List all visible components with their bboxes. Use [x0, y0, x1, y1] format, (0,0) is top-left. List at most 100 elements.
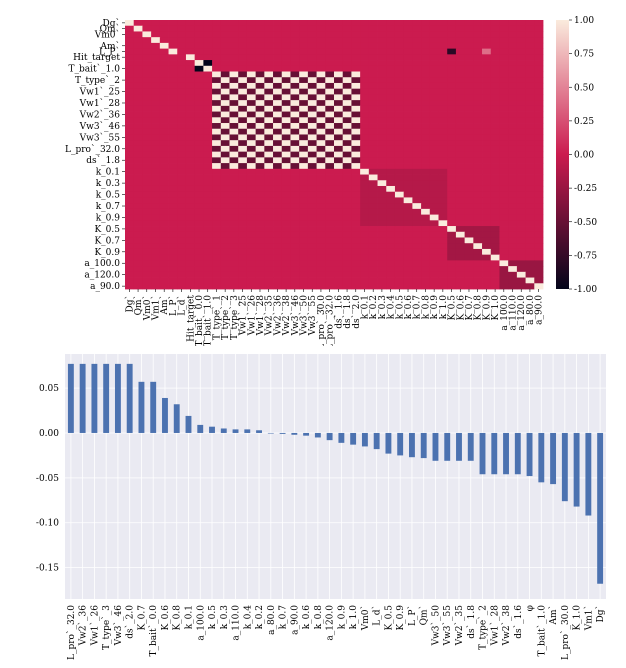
heatmap-cell-vw3-46-k-0-2: [368, 123, 378, 130]
heatmap-cell-k-0-7-vw2-38: [281, 203, 291, 210]
heatmap-cell-k-0-1-a-110-0: [508, 168, 518, 175]
heatmap-cell-l-pro-30-0-ds-2-0: [351, 140, 361, 147]
heatmap-cell-k-0-8-ds-2-0: [351, 208, 361, 215]
heatmap-cell-k-0-6-hit-target: [185, 197, 196, 204]
bar-x-tick-ds-2-0: ds`_2.0: [125, 605, 136, 639]
heatmap-cell-k-0-4-ds-1-6: [334, 185, 344, 193]
heatmap-cell-ds-2-0-k-0-5: [447, 163, 457, 170]
heatmap-cell-am-k-0-8: [473, 42, 483, 50]
heatmap-cell-hit-target-t-bait-1-0: [203, 54, 213, 61]
heatmap-cell-k-1-0-am: [159, 254, 169, 261]
heatmap-cell-t-type-3-k-0-3: [377, 82, 387, 90]
heatmap-cell-k-0-8-k-1-0: [438, 208, 448, 215]
heatmap-cell-vw1-28-k-0-5: [447, 100, 457, 107]
colorbar-tick-0-00: 0.00: [574, 151, 594, 161]
heatmap-cell-vw3-46-k-0-7: [412, 123, 422, 130]
heatmap-cell-a-120-0-k-0-3: [377, 271, 387, 278]
heatmap-cell-vw1-28-k-0-7: [412, 100, 422, 107]
bar-k-0-5: [209, 426, 215, 433]
heatmap-cell-ds-2-0-t-bait-1-0: [203, 163, 213, 170]
bar-x-tick-k-0-3: k_0.3: [220, 605, 230, 630]
heatmap-cell-k-0-9-t-bait-1-0: [203, 248, 213, 256]
heatmap-cell-k-0-3-vw3-55: [307, 180, 317, 187]
heatmap-cell-t-bait-1-0-vm0: [142, 65, 152, 72]
heatmap-cell-t-bait-0-0-k-0-1: [360, 60, 370, 67]
heatmap-cell-ds-1-8-k-0-3: [377, 157, 387, 164]
heatmap-cell-t-type-3-t-bait-1-0: [203, 82, 213, 90]
colorbar-ticks: 1.000.750.500.250.00-0.25-0.50-0.75-1.00: [569, 16, 597, 295]
heatmap-cell-k-0-5-a-110-0: [508, 191, 518, 198]
heatmap-cell-k-0-1-vw3-55: [307, 168, 317, 175]
heatmap-cell-k-1-0-ds-1-6: [334, 220, 344, 227]
heatmap-cell-dg-a-80-0: [525, 20, 535, 27]
heatmap-cell-ds-1-8-a-90-0: [534, 157, 544, 164]
heatmap-cell-k-0-8-t-type-2: [220, 208, 230, 215]
heatmap-cell-t-type-3-k-0-6: [403, 82, 413, 90]
heatmap-cell-vw1-26-dg: [125, 94, 135, 101]
heatmap-cell-vm0-vw2-38: [281, 31, 291, 38]
heatmap-cell-k-0-9-vw3-55: [307, 214, 317, 221]
heatmap-cell-k-0-5-l-p: [168, 226, 178, 233]
heatmap-cell-k-0-6-k-1-0: [438, 231, 448, 238]
heatmap-cell-ds-1-6-k-0-7: [464, 151, 474, 158]
heatmap-cell-k-0-8-ds-1-6: [334, 208, 344, 215]
heatmap-cell-vw2-36-am: [159, 111, 169, 118]
heatmap-cell-a-90-0-l-d: [177, 283, 187, 290]
heatmap-x-tick-ds-1-8: ds`_1.8: [342, 295, 353, 329]
heatmap-cell-qm-k-0-3: [377, 25, 387, 32]
heatmap-cell-ds-2-0-l-d: [177, 163, 187, 170]
heatmap-cell-ds-1-6-vm0: [142, 151, 152, 158]
bar-x-tick-a-90-0: a_90.0: [290, 605, 300, 635]
heatmap-cell-vm1-qm: [133, 37, 143, 44]
heatmap-cell-vw3-46-vw3-55: [307, 123, 317, 130]
heatmap-cell-t-bait-0-0-k-0-3: [377, 60, 387, 67]
heatmap-cell-l-p-ds-1-8: [342, 48, 352, 55]
heatmap-cell-qm-t-type-2: [220, 25, 230, 32]
heatmap-cell-k-0-8-k-0-6: [403, 243, 413, 250]
heatmap-cell-vm1-l-p: [168, 37, 178, 44]
heatmap-cell-l-pro-30-0-k-1-0: [438, 140, 448, 147]
heatmap-cell-k-0-5-k-0-6: [455, 226, 466, 233]
heatmap-cell-t-type-3-k-0-5: [447, 82, 457, 90]
heatmap-cell-vw2-35-k-1-0: [438, 105, 448, 112]
heatmap-cell-vw3-55-l-d: [177, 134, 187, 141]
heatmap-cell-l-pro-32-0-l-pro-30-0: [316, 145, 326, 153]
heatmap-cell-k-0-4-vw3-55: [307, 185, 317, 193]
heatmap-cell-l-pro-30-0-vw2-36: [273, 140, 283, 147]
heatmap-cell-l-pro-32-0-ds-1-6: [334, 145, 344, 153]
heatmap-cell-k-0-4-a-120-0: [516, 185, 526, 193]
heatmap-cell-vm1-vm1: [151, 37, 161, 44]
heatmap-cell-k-0-1-ds-2-0: [351, 168, 361, 175]
heatmap-cell-l-pro-30-0-t-type-1: [212, 140, 222, 147]
heatmap-cell-k-0-5-vw2-35: [264, 191, 274, 198]
heatmap-cell-vw1-25-vw1-28: [255, 88, 265, 95]
heatmap-cell-vw3-50-vw3-50: [299, 128, 309, 135]
heatmap-cell-hit-target-ds-2-0: [351, 54, 361, 61]
heatmap-cell-a-100-0-vw1-25: [238, 260, 248, 267]
heatmap-cell-ds-1-8-k-0-6: [403, 157, 413, 164]
heatmap-cell-t-type-1-vm1: [151, 71, 161, 78]
heatmap-cell-k-0-3-a-80-0: [525, 180, 535, 187]
heatmap-cell-k-0-2-vw1-28: [255, 174, 265, 181]
heatmap-cell-vw1-28-a-100-0: [499, 100, 509, 107]
heatmap-cell-k-0-3-vw1-25: [238, 180, 248, 187]
heatmap-cell-k-0-6-k-0-8: [473, 197, 483, 204]
heatmap-cell-ds-1-6-k-0-9: [429, 151, 439, 158]
heatmap-cell-ds-1-6-l-d: [177, 151, 187, 158]
heatmap-cell-a-110-0-k-1-0: [490, 266, 500, 273]
heatmap-cell-k-0-7-l-d: [177, 203, 187, 210]
heatmap-cell-k-0-6-t-type-2: [220, 197, 230, 204]
heatmap-cell-vw2-36-a-90-0: [534, 111, 544, 118]
heatmap-cell-k-0-5-k-0-2: [368, 226, 378, 233]
heatmap-cell-k-0-7-k-0-5: [447, 237, 457, 244]
heatmap-cell-vw3-50-vw2-36: [273, 128, 283, 135]
heatmap-cell-a-100-0-a-100-0: [499, 260, 509, 267]
heatmap-cell-a-90-0-k-1-0: [438, 283, 448, 290]
heatmap-cell-a-120-0-k-0-6: [455, 271, 466, 278]
heatmap-cell-a-100-0-t-bait-0-0: [194, 260, 204, 267]
heatmap-cell-am-vw2-38: [281, 42, 291, 50]
heatmap-cell-l-pro-32-0-vm1: [151, 145, 161, 153]
heatmap-cell-dg-k-0-9: [429, 20, 439, 27]
heatmap-y-tick-hit-target: Hit_target: [73, 53, 120, 63]
heatmap-cell-vw1-26-vw1-26: [246, 94, 257, 101]
